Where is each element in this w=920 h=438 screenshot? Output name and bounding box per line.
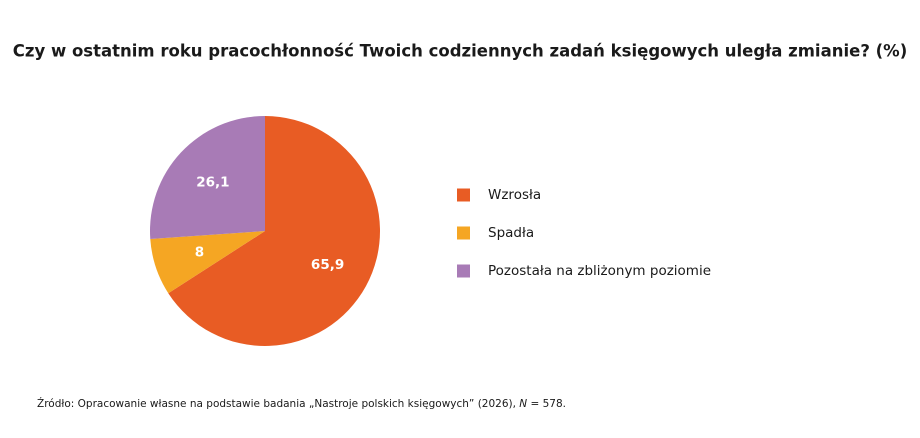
source: Źródło: Opracowanie własne na podstawie … [37,397,566,410]
pie-slice [168,116,380,346]
legend-swatch [457,264,470,278]
pie: 65,9 8 26,1 [150,116,380,346]
legend-swatch [457,188,470,202]
source-text: = 578. [527,398,566,410]
legend-swatch [457,226,470,240]
pie-slice [150,116,265,239]
source-text: Źródło: Opracowanie własne na podstawie … [37,397,519,410]
slice-label: 65,9 [311,257,344,273]
slice-label: 26,1 [196,174,229,190]
pie-slice [150,231,265,294]
chart-title: Czy w ostatnim roku pracochłonność Twoic… [13,42,908,61]
legend-label: Wzrosła [488,187,541,203]
legend-label: Spadła [488,225,534,241]
legend-label: Pozostała na zbliżonym poziomie [488,263,711,279]
source-n: N [519,398,527,410]
slice-label: 8 [195,245,204,261]
legend: Wzrosła Spadła Pozostała na zbliżonym pozi… [457,187,711,279]
